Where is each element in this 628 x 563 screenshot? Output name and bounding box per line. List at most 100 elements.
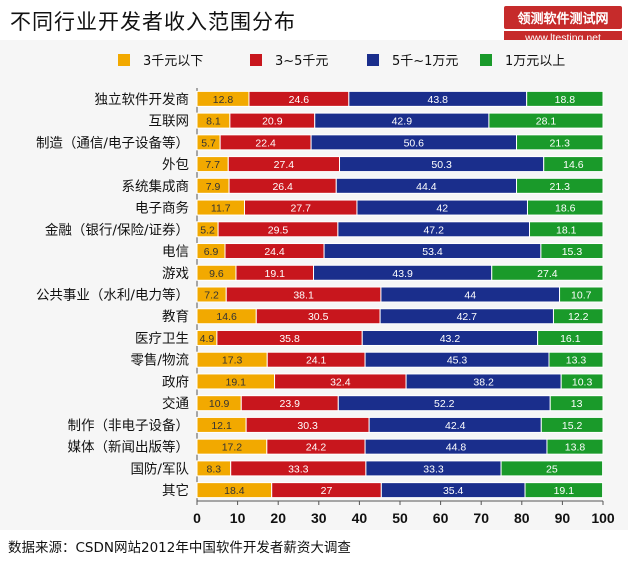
watermark-line1: 领测软件测试网 <box>504 6 622 29</box>
x-tick-label-10: 100 <box>591 510 615 526</box>
category-label-5: 电子商务 <box>135 201 189 217</box>
x-tick-label-7: 70 <box>473 510 489 526</box>
legend-swatch-1 <box>250 54 262 66</box>
bar-value-16-3: 13.8 <box>565 442 586 454</box>
bar-segment-1-3 <box>488 112 604 129</box>
bar-segment-5-3 <box>526 199 604 216</box>
bar-value-2-3: 21.3 <box>550 137 571 149</box>
bar-segment-14-3 <box>549 395 604 412</box>
category-label-11: 医疗卫生 <box>135 331 189 347</box>
legend-label-2: 5千~1万元 <box>392 54 458 69</box>
bar-value-7-0: 6.9 <box>204 246 219 258</box>
x-tick-label-8: 80 <box>514 510 530 526</box>
bar-value-4-3: 21.3 <box>550 181 571 193</box>
bar-value-0-0: 12.8 <box>213 94 234 106</box>
bar-value-12-1: 24.1 <box>306 355 327 367</box>
bar-value-3-0: 7.7 <box>205 159 220 171</box>
x-tick-label-2: 20 <box>270 510 286 526</box>
x-tick-label-6: 60 <box>433 510 449 526</box>
bar-segment-0-3 <box>526 90 604 107</box>
bar-value-3-3: 14.6 <box>563 159 584 171</box>
category-label-7: 电信 <box>162 244 189 260</box>
bar-value-14-2: 52.2 <box>434 398 455 410</box>
bar-segment-8-3 <box>491 264 604 281</box>
bar-value-7-2: 53.4 <box>422 246 443 258</box>
bar-value-1-2: 42.9 <box>392 116 413 128</box>
chart-title: 不同行业开发者收入范围分布 <box>10 10 296 34</box>
bar-value-8-1: 19.1 <box>265 268 286 280</box>
bar-value-5-2: 42 <box>436 203 448 215</box>
category-label-2: 制造（通信/电子设备等） <box>36 134 189 151</box>
bar-value-18-0: 18.4 <box>224 485 245 497</box>
bar-segment-17-3 <box>500 460 604 477</box>
bar-value-6-0: 5.2 <box>200 224 215 236</box>
legend-label-1: 3~5千元 <box>275 54 328 69</box>
bar-value-8-3: 27.4 <box>537 268 558 280</box>
bar-value-17-2: 33.3 <box>423 463 444 475</box>
bar-value-14-1: 23.9 <box>280 398 301 410</box>
bar-segment-13-3 <box>560 373 604 390</box>
bar-value-11-1: 35.8 <box>279 333 300 345</box>
bar-segment-9-3 <box>559 286 604 303</box>
bar-value-6-1: 29.5 <box>268 224 289 236</box>
bar-value-2-1: 22.4 <box>255 137 276 149</box>
bar-value-10-0: 14.6 <box>216 311 237 323</box>
x-tick-label-1: 10 <box>230 510 246 526</box>
bar-segment-4-3 <box>516 177 604 194</box>
legend-swatch-3 <box>480 54 492 66</box>
x-tick-label-3: 30 <box>311 510 327 526</box>
category-label-9: 公共事业（水利/电力等） <box>36 287 189 304</box>
bar-value-18-2: 35.4 <box>443 485 464 497</box>
x-tick-label-5: 50 <box>392 510 408 526</box>
bar-value-0-2: 43.8 <box>428 94 449 106</box>
bar-segment-10-3 <box>552 308 604 325</box>
bar-value-7-1: 24.4 <box>264 246 285 258</box>
bar-segment-2-3 <box>516 134 604 151</box>
bar-value-11-2: 43.2 <box>440 333 461 345</box>
bar-value-1-0: 8.1 <box>206 116 221 128</box>
bar-value-1-3: 28.1 <box>536 116 557 128</box>
x-tick-label-4: 40 <box>352 510 368 526</box>
bar-value-9-3: 10.7 <box>571 290 592 302</box>
bar-value-17-1: 33.3 <box>288 463 309 475</box>
category-label-13: 政府 <box>162 374 189 390</box>
category-label-1: 互联网 <box>149 114 190 130</box>
x-tick-label-0: 0 <box>193 510 201 526</box>
bar-value-7-3: 15.3 <box>562 246 583 258</box>
bar-value-18-1: 27 <box>321 485 333 497</box>
x-tick-label-9: 90 <box>555 510 571 526</box>
bar-value-4-0: 7.9 <box>206 181 221 193</box>
bar-value-16-0: 17.2 <box>222 442 243 454</box>
data-source-note: 数据来源：CSDN网站2012年中国软件开发者薪资大调查 <box>8 540 351 556</box>
bar-value-9-0: 7.2 <box>204 290 219 302</box>
bar-value-17-0: 8.3 <box>207 463 222 475</box>
category-label-17: 国防/军队 <box>130 461 189 477</box>
bar-value-9-2: 44 <box>464 290 476 302</box>
bar-value-10-2: 42.7 <box>457 311 478 323</box>
bar-value-13-1: 32.4 <box>330 376 351 388</box>
bar-segment-7-3 <box>540 243 604 260</box>
bar-value-13-2: 38.2 <box>473 376 494 388</box>
bar-value-3-2: 50.3 <box>431 159 452 171</box>
bar-value-0-1: 24.6 <box>289 94 310 106</box>
bar-value-15-1: 30.3 <box>297 420 318 432</box>
category-label-10: 教育 <box>162 309 189 325</box>
bar-segment-12-3 <box>548 351 604 368</box>
bar-value-18-3: 19.1 <box>554 485 575 497</box>
category-label-14: 交通 <box>162 395 189 412</box>
category-label-8: 游戏 <box>162 266 189 282</box>
bar-value-11-3: 16.1 <box>560 333 581 345</box>
category-label-12: 零售/物流 <box>130 353 189 369</box>
bar-value-5-3: 18.6 <box>555 203 576 215</box>
bar-value-4-1: 26.4 <box>272 181 293 193</box>
bar-value-6-3: 18.1 <box>556 224 577 236</box>
bar-value-15-2: 42.4 <box>445 420 466 432</box>
stacked-bar-chart: 3千元以下 3~5千元 5千~1万元 1万元以上 0 10 20 30 40 50 60 70 80 90… <box>36 54 615 526</box>
bar-segment-18-3 <box>524 482 604 499</box>
bar-segment-6-3 <box>529 221 604 238</box>
category-label-6: 金融（银行/保险/证券） <box>45 222 189 238</box>
bar-value-8-2: 43.9 <box>392 268 413 280</box>
bar-value-2-0: 5.7 <box>201 137 216 149</box>
bar-value-4-2: 44.4 <box>416 181 437 193</box>
category-label-15: 制作（非电子设备） <box>68 417 190 434</box>
